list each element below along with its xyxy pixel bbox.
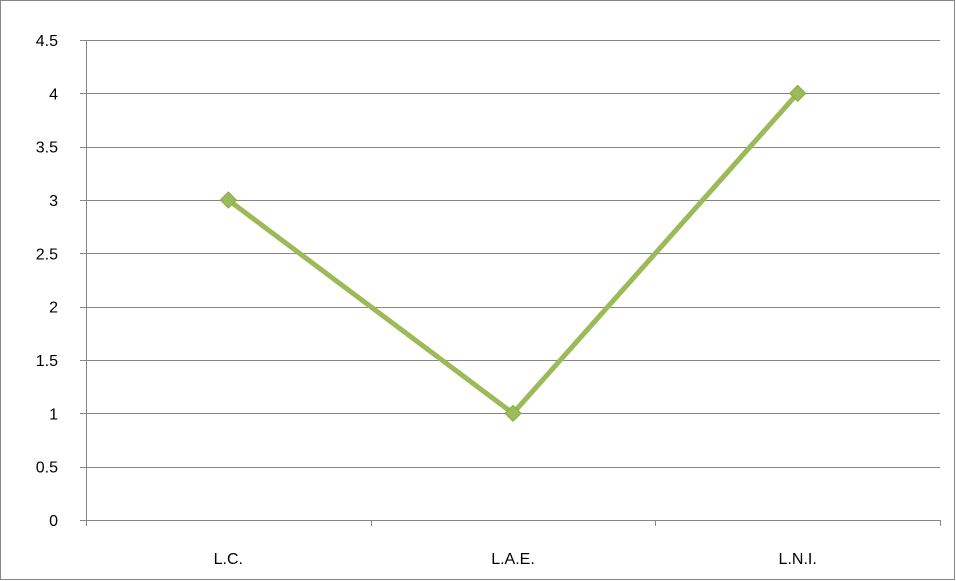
gridlines <box>86 40 940 468</box>
x-tick-label: L.N.I. <box>779 551 817 568</box>
data-point-marker <box>788 84 807 103</box>
x-tick-labels: L.C. L.A.E. L.N.I. <box>214 551 817 568</box>
y-tick-label: 4 <box>49 86 58 103</box>
y-tick-labels: 0 0.5 1 1.5 2 2.5 3 3.5 4 4.5 <box>36 33 58 530</box>
y-tick-label: 0 <box>49 513 58 530</box>
y-tick-label: 3 <box>49 193 58 210</box>
x-tick-label: L.A.E. <box>491 551 535 568</box>
axes <box>80 40 941 526</box>
data-point-marker <box>504 404 522 423</box>
y-tick-label: 3.5 <box>36 140 58 157</box>
y-tick-label: 1.5 <box>36 353 58 370</box>
series-layer <box>219 84 807 423</box>
y-tick-label: 0.5 <box>36 460 58 477</box>
y-tick-label: 2 <box>49 300 58 317</box>
y-tick-label: 2.5 <box>36 246 58 263</box>
y-tick-label: 1 <box>49 406 58 423</box>
data-point-marker <box>219 191 238 209</box>
x-tick-label: L.C. <box>214 551 243 568</box>
y-tick-label: 4.5 <box>36 33 58 50</box>
